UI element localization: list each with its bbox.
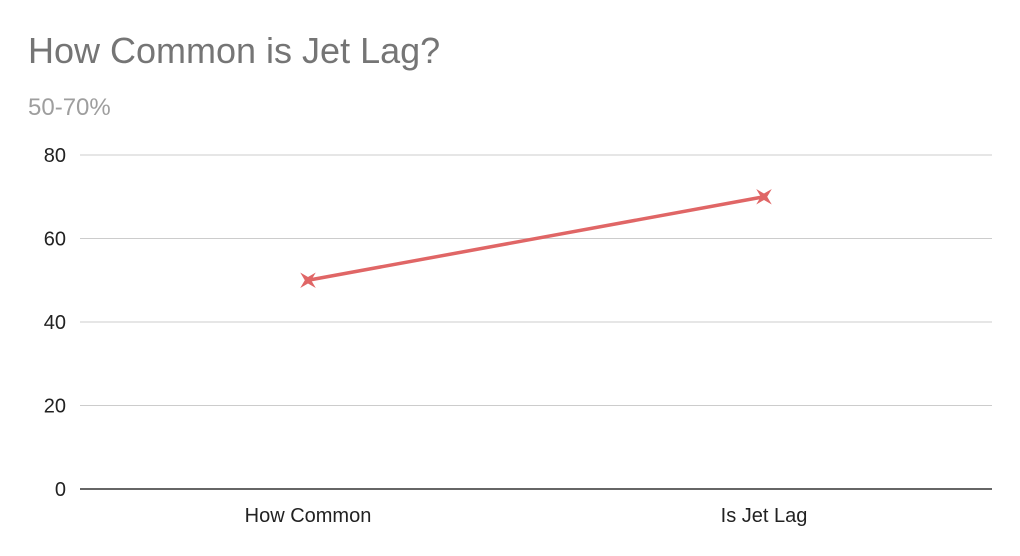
chart-subtitle: 50-70% bbox=[28, 94, 111, 121]
gridlines bbox=[80, 154, 992, 406]
y-axis-ticks: 0 20 40 60 80 bbox=[44, 145, 66, 501]
y-tick-label: 60 bbox=[44, 229, 66, 251]
y-tick-label: 20 bbox=[44, 396, 66, 418]
x-category-label: Is Jet Lag bbox=[721, 505, 808, 527]
chart-title: How Common is Jet Lag? bbox=[28, 30, 441, 71]
data-point-marker bbox=[300, 272, 316, 289]
series-layer bbox=[300, 188, 772, 289]
x-category-label: How Common bbox=[245, 505, 372, 527]
y-tick-label: 40 bbox=[44, 312, 66, 334]
y-tick-label: 0 bbox=[55, 479, 66, 501]
x-axis-categories: How Common Is Jet Lag bbox=[245, 505, 808, 527]
y-tick-label: 80 bbox=[44, 145, 66, 167]
series-line bbox=[307, 195, 765, 282]
data-point-marker bbox=[756, 188, 772, 205]
